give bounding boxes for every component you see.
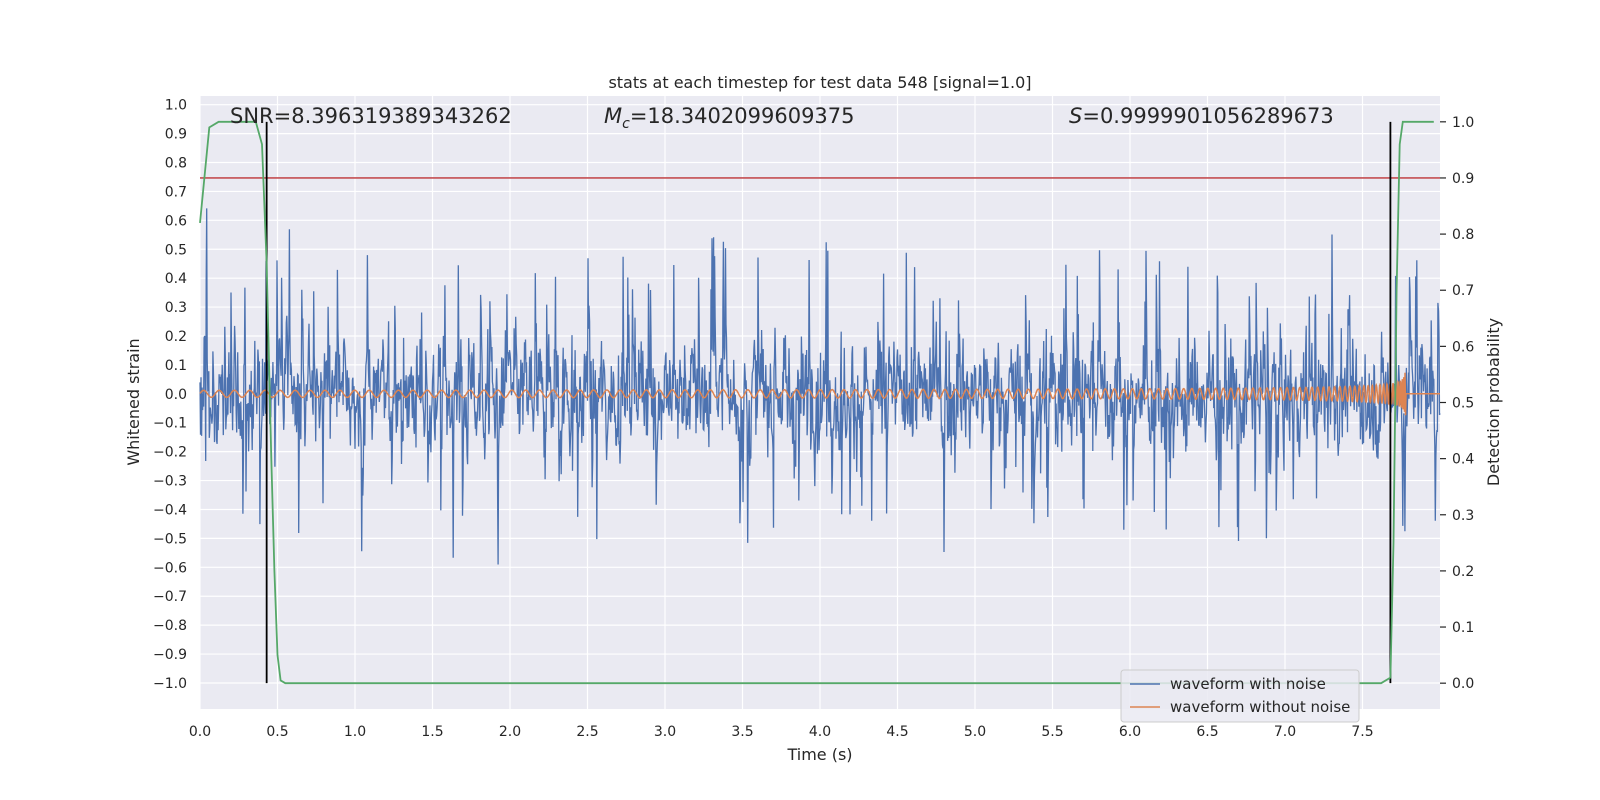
score-value: =0.9999901056289673	[1082, 104, 1333, 128]
x-axis-label: Time (s)	[786, 745, 852, 764]
chirp-mass-subscript: c	[622, 116, 630, 132]
chirp-mass-value: =18.3402099609375	[630, 104, 855, 128]
x-tick-label-3: 1.5	[421, 724, 443, 740]
waveform-with-noise-series	[199, 208, 1441, 565]
overlays	[199, 120, 1440, 685]
y-tick-label-14: −0.4	[153, 502, 187, 518]
y-tick-label-13: −0.3	[153, 474, 187, 490]
x-tick-label-9: 4.5	[886, 724, 908, 740]
noisy-waveform-line	[199, 208, 1441, 565]
legend: waveform with noise waveform without noi…	[1120, 669, 1360, 723]
y-tick-label-2: 0.8	[165, 156, 187, 172]
x-tick-label-12: 6.0	[1119, 724, 1141, 740]
y-tick-label-17: −0.7	[153, 589, 187, 605]
y2-tick-label-8: 0.8	[1452, 227, 1474, 243]
legend-label-noisy: waveform with noise	[1170, 675, 1326, 693]
x-axis-ticks: 0.0 0.5 1.0 1.5 2.0 2.5 3.0 3.5 4.0 4.5 5.0 5.5 6.0 6…	[189, 724, 1374, 740]
x-tick-label-10: 5.0	[964, 724, 986, 740]
chirp-mass-annotation: Mc=18.3402099609375	[604, 104, 855, 132]
x-tick-label-11: 5.5	[1041, 724, 1063, 740]
y2-axis-ticks: 0.0 0.1 0.2 0.3 0.4 0.5 0.6 0.7 0.8 0.9 1.0	[1440, 115, 1474, 692]
y-tick-label-11: −0.1	[153, 416, 187, 432]
x-tick-label-8: 4.0	[809, 724, 831, 740]
y-tick-label-19: −0.9	[153, 647, 187, 663]
y2-tick-label-1: 0.1	[1452, 620, 1474, 636]
x-tick-label-6: 3.0	[654, 724, 676, 740]
y-tick-label-6: 0.4	[165, 271, 187, 287]
y2-tick-label-4: 0.4	[1452, 452, 1474, 468]
y-tick-label-0: 1.0	[165, 98, 187, 114]
legend-box	[1120, 669, 1360, 723]
y-tick-label-18: −0.8	[153, 618, 187, 634]
y2-tick-label-0: 0.0	[1452, 676, 1474, 692]
x-tick-label-5: 2.5	[576, 724, 598, 740]
clean-waveform-line	[199, 372, 1440, 416]
chirp-mass-symbol: M	[604, 104, 622, 128]
y2-tick-label-3: 0.3	[1452, 508, 1474, 524]
x-tick-label-1: 0.5	[266, 724, 288, 740]
y-tick-label-5: 0.5	[165, 242, 187, 258]
y2-axis-label: Detection probability	[1484, 318, 1503, 486]
y2-tick-label-2: 0.2	[1452, 564, 1474, 580]
y-tick-label-4: 0.6	[165, 213, 187, 229]
y-axis-label: Whitened strain	[124, 338, 143, 465]
snr-annotation: SNR=8.396319389343262	[230, 104, 512, 128]
y-tick-label-12: −0.2	[153, 445, 187, 461]
y2-tick-label-7: 0.7	[1452, 283, 1474, 299]
y-tick-label-15: −0.5	[153, 531, 187, 547]
x-tick-label-7: 3.5	[731, 724, 753, 740]
y-tick-label-1: 0.9	[165, 127, 187, 143]
x-tick-label-15: 7.5	[1351, 724, 1373, 740]
y-tick-label-20: −1.0	[153, 676, 187, 692]
y-tick-label-3: 0.7	[165, 184, 187, 200]
y2-tick-label-10: 1.0	[1452, 115, 1474, 131]
chart-title: stats at each timestep for test data 548…	[608, 73, 1031, 92]
y-tick-label-9: 0.1	[165, 358, 187, 374]
y-tick-label-7: 0.3	[165, 300, 187, 316]
score-annotation: S=0.9999901056289673	[1069, 104, 1334, 128]
y-tick-label-10: 0.0	[165, 387, 187, 403]
waveform-without-noise-series	[199, 372, 1440, 416]
y2-tick-label-9: 0.9	[1452, 171, 1474, 187]
score-symbol: S	[1069, 104, 1082, 128]
y-tick-label-16: −0.6	[153, 560, 187, 576]
x-tick-label-14: 7.0	[1274, 724, 1296, 740]
detection-probability-line	[199, 120, 1434, 685]
y2-tick-label-5: 0.5	[1452, 396, 1474, 412]
x-tick-label-2: 1.0	[344, 724, 366, 740]
legend-label-clean: waveform without noise	[1170, 698, 1350, 716]
x-tick-label-0: 0.0	[189, 724, 211, 740]
x-tick-label-13: 6.5	[1196, 724, 1218, 740]
y-axis-ticks: 1.0 0.9 0.8 0.7 0.6 0.5 0.4 0.3 0.2 0.1 0.0 −0.1 −0.…	[153, 98, 187, 692]
y-tick-label-8: 0.2	[165, 329, 187, 345]
y2-tick-label-6: 0.6	[1452, 339, 1474, 355]
x-tick-label-4: 2.0	[499, 724, 521, 740]
